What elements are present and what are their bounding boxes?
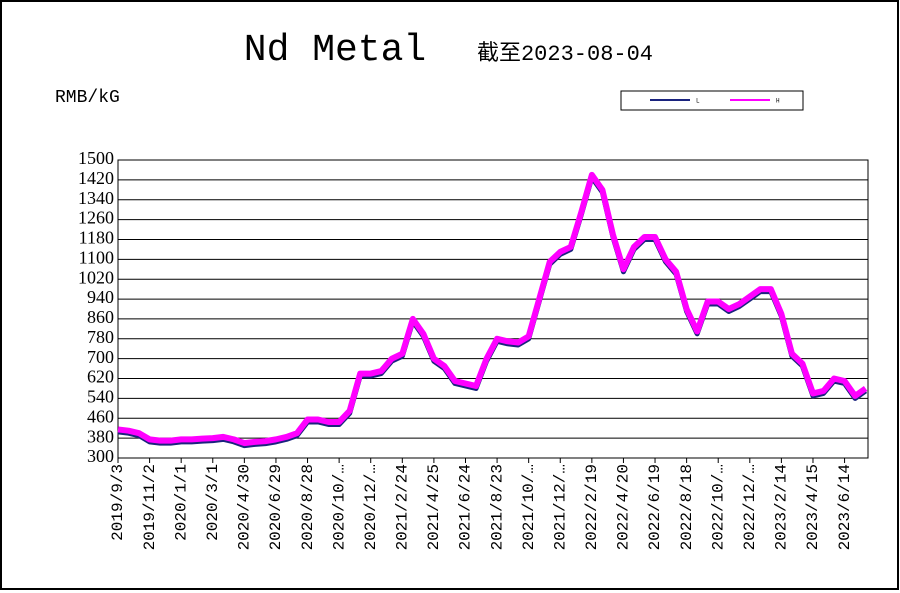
chart-title: Nd Metal — [244, 29, 426, 72]
x-tick-label: 2021/10/… — [520, 464, 538, 550]
legend-label: L — [696, 98, 700, 105]
x-tick-label: 2019/11/2 — [141, 464, 159, 550]
y-tick-label: 1180 — [79, 228, 114, 248]
line-series — [117, 171, 868, 447]
y-axis-label: RMB/kG — [55, 88, 120, 108]
y-tick-label: 620 — [87, 367, 114, 387]
x-tick-label: 2022/12/… — [741, 464, 759, 550]
x-tick-label: 2020/1/1 — [172, 464, 190, 541]
y-tick-label: 300 — [87, 446, 114, 466]
y-tick-label: 540 — [87, 387, 114, 407]
y-tick-label: 780 — [87, 327, 114, 347]
x-tick-label: 2020/12/… — [362, 464, 380, 550]
x-tick-label: 2020/4/30 — [236, 464, 254, 550]
y-tick-label: 1020 — [78, 267, 114, 287]
x-tick-label: 2021/12/… — [551, 464, 569, 550]
y-tick-label: 1340 — [78, 188, 114, 208]
x-tick-label: 2019/9/3 — [109, 464, 127, 541]
chart-subtitle: 截至2023-08-04 — [477, 41, 653, 67]
y-tick-label: 1100 — [79, 247, 114, 267]
x-tick-label: 2021/2/24 — [394, 464, 412, 550]
x-tick-label: 2020/3/1 — [204, 464, 222, 541]
legend-label: H — [776, 98, 780, 105]
legend — [620, 90, 804, 111]
plot-area — [117, 159, 869, 459]
x-tick-label: 2021/6/24 — [457, 464, 475, 550]
y-tick-label: 460 — [87, 406, 114, 426]
x-tick-label: 2022/4/20 — [615, 464, 633, 550]
y-tick-label: 700 — [87, 347, 114, 367]
y-tick-label: 1500 — [78, 148, 114, 168]
x-tick-label: 2022/2/19 — [583, 464, 601, 550]
x-tick-label: 2020/8/28 — [299, 464, 317, 550]
x-tick-label: 2022/6/19 — [646, 464, 664, 550]
x-tick-label: 2021/8/23 — [488, 464, 506, 550]
x-tick-label: 2023/6/14 — [836, 464, 854, 550]
y-tick-label: 1260 — [78, 208, 114, 228]
x-tick-label: 2023/2/14 — [773, 464, 791, 550]
x-tick-label: 2020/10/… — [330, 464, 348, 550]
y-tick-label: 860 — [87, 307, 114, 327]
y-tick-label: 380 — [87, 426, 114, 446]
x-tick-label: 2020/6/29 — [267, 464, 285, 550]
x-tick-label: 2021/4/25 — [425, 464, 443, 550]
y-tick-label: 1420 — [78, 168, 114, 188]
x-tick-label: 2022/8/18 — [678, 464, 696, 550]
y-tick-label: 940 — [87, 287, 114, 307]
x-tick-label: 2022/10/… — [709, 464, 727, 550]
x-tick-label: 2023/4/15 — [804, 464, 822, 550]
